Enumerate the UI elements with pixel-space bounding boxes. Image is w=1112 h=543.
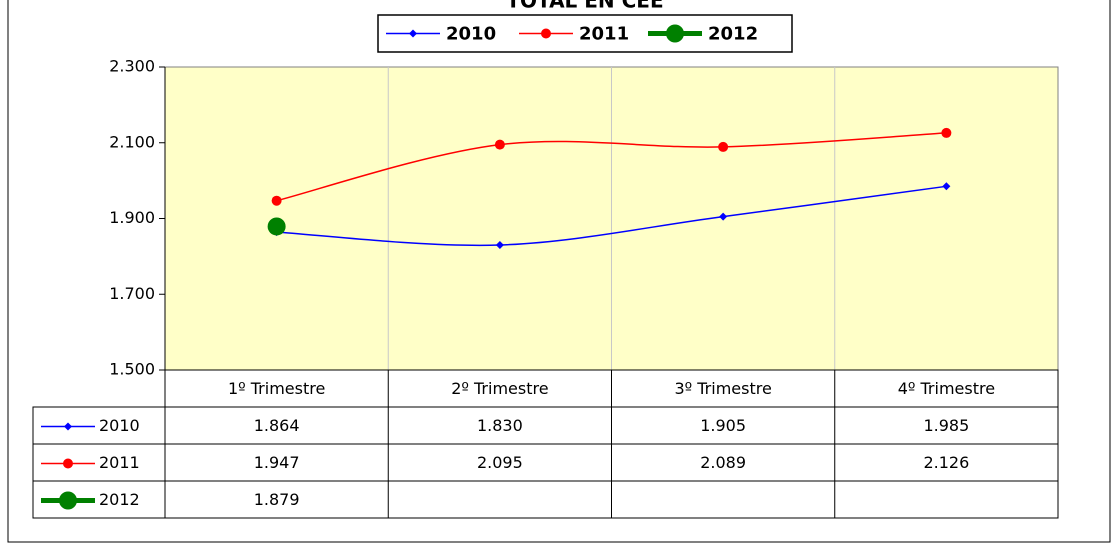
legend-marker bbox=[541, 28, 551, 39]
marker bbox=[941, 127, 952, 138]
marker bbox=[719, 212, 728, 221]
legend-label: 2010 bbox=[446, 24, 496, 45]
y-tick-label: 2.300 bbox=[109, 57, 155, 76]
series-line bbox=[276, 132, 947, 202]
table-cell: 1.985 bbox=[923, 416, 969, 435]
y-tick-label: 2.100 bbox=[109, 132, 155, 151]
marker bbox=[942, 182, 951, 191]
legend-label: 2012 bbox=[708, 24, 758, 45]
table-cell: 2.089 bbox=[700, 453, 746, 472]
y-tick-label: 1.700 bbox=[109, 284, 155, 303]
marker bbox=[718, 141, 729, 152]
marker bbox=[495, 241, 504, 250]
table-cell: 2.095 bbox=[477, 453, 523, 472]
legend-box bbox=[377, 14, 793, 53]
marker bbox=[267, 217, 286, 236]
y-tick-label: 1.500 bbox=[109, 360, 155, 379]
legend-marker bbox=[409, 29, 417, 38]
y-tick-label: 1.900 bbox=[109, 208, 155, 227]
table-legend-marker bbox=[59, 491, 77, 510]
table-legend-label: 2011 bbox=[99, 453, 140, 472]
table-cell: 1.905 bbox=[700, 416, 746, 435]
table-cell: 1.947 bbox=[254, 453, 300, 472]
table-cell: 1.864 bbox=[254, 416, 300, 435]
legend-marker bbox=[666, 24, 684, 43]
table-legend-label: 2012 bbox=[99, 490, 140, 509]
x-tick-label: 1º Trimestre bbox=[228, 379, 325, 398]
table-cell: 1.879 bbox=[254, 490, 300, 509]
table-legend-label: 2010 bbox=[99, 416, 140, 435]
x-tick-label: 3º Trimestre bbox=[674, 379, 771, 398]
chart-title: TOTAL EN CEE bbox=[506, 0, 663, 13]
legend-label: 2011 bbox=[579, 24, 629, 45]
marker bbox=[271, 195, 282, 206]
table-legend-marker bbox=[63, 458, 73, 469]
x-tick-label: 2º Trimestre bbox=[451, 379, 548, 398]
marker bbox=[494, 139, 505, 150]
table-legend-marker bbox=[64, 422, 72, 431]
x-tick-label: 4º Trimestre bbox=[898, 379, 995, 398]
table-cell: 2.126 bbox=[923, 453, 969, 472]
series-line bbox=[276, 185, 947, 247]
table-cell: 1.830 bbox=[477, 416, 523, 435]
